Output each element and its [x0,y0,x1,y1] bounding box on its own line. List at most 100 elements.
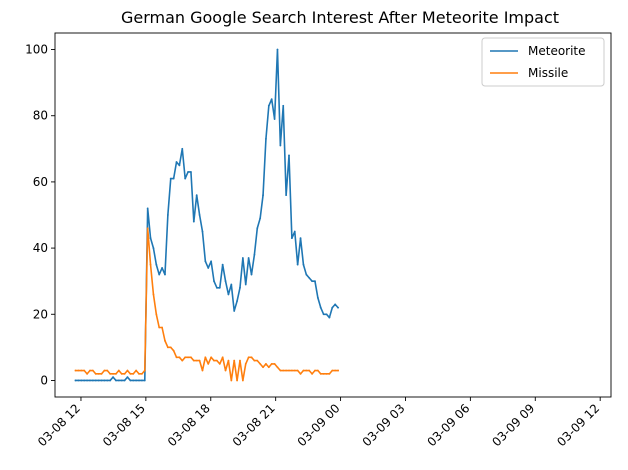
data-point-missile-17 [123,372,126,375]
data-point-missile-78 [299,372,302,375]
series-points-meteorite [74,48,339,382]
data-point-missile-68 [270,363,273,365]
data-point-meteorite-68 [270,98,273,101]
data-point-meteorite-69 [273,118,276,120]
data-point-meteorite-91 [337,306,339,309]
data-point-missile-13 [112,372,114,375]
data-point-meteorite-85 [319,306,322,309]
data-point-meteorite-45 [204,260,207,263]
data-point-meteorite-18 [126,376,129,379]
data-point-meteorite-13 [112,376,114,379]
data-point-meteorite-27 [152,247,155,249]
data-point-meteorite-36 [178,164,181,167]
data-point-missile-75 [290,369,293,372]
data-point-missile-45 [204,356,207,359]
data-point-missile-69 [273,363,276,365]
data-point-meteorite-48 [213,280,215,283]
data-point-missile-27 [152,293,155,296]
data-point-missile-22 [138,372,140,375]
data-point-meteorite-80 [305,273,308,276]
data-point-meteorite-15 [117,379,120,382]
legend-box [481,37,605,87]
data-point-missile-10 [103,369,106,372]
data-point-missile-56 [236,379,238,382]
data-point-meteorite-60 [247,257,250,259]
data-point-meteorite-75 [290,237,293,240]
data-point-missile-34 [172,349,175,352]
data-point-meteorite-83 [314,280,316,283]
data-point-meteorite-90 [334,303,337,306]
data-point-missile-57 [239,359,241,362]
data-point-meteorite-20 [132,379,135,382]
data-point-meteorite-10 [103,379,106,382]
data-point-meteorite-21 [135,379,138,382]
data-point-missile-87 [325,372,328,375]
data-point-meteorite-52 [224,280,227,283]
data-point-meteorite-37 [181,147,184,150]
data-point-missile-8 [97,372,100,375]
data-point-missile-24 [143,369,146,372]
data-point-meteorite-35 [175,161,178,163]
data-point-meteorite-41 [192,220,195,223]
data-point-missile-72 [282,369,285,372]
data-point-meteorite-24 [143,379,146,382]
data-point-missile-50 [218,363,221,365]
data-point-meteorite-44 [201,230,204,233]
data-point-missile-3 [83,369,86,372]
data-point-meteorite-72 [282,104,285,107]
data-point-meteorite-71 [279,144,282,147]
data-point-meteorite-40 [190,171,192,173]
data-point-meteorite-9 [100,379,103,382]
data-point-meteorite-79 [302,263,305,266]
data-point-missile-14 [115,372,117,375]
data-point-missile-28 [155,313,158,316]
data-point-missile-79 [302,369,305,372]
data-point-meteorite-55 [233,310,236,312]
data-point-meteorite-12 [109,379,112,382]
data-point-missile-52 [224,369,227,372]
data-point-missile-86 [322,372,325,375]
data-point-meteorite-47 [210,260,213,263]
data-point-meteorite-19 [129,379,132,382]
data-point-missile-21 [135,369,138,372]
data-point-meteorite-78 [299,237,302,240]
data-point-meteorite-11 [106,379,109,382]
data-point-missile-9 [100,372,103,375]
data-point-meteorite-2 [80,379,83,382]
chart-title: German Google Search Interest After Mete… [121,8,559,27]
data-point-missile-47 [210,356,213,359]
data-point-meteorite-28 [155,263,158,266]
data-point-missile-46 [207,363,210,365]
data-point-meteorite-64 [259,217,262,220]
data-point-missile-66 [265,363,267,365]
data-point-meteorite-3 [83,379,86,382]
data-point-meteorite-49 [216,286,218,289]
data-point-missile-44 [201,369,204,372]
data-point-meteorite-32 [166,214,169,216]
y-tick-label: 100 [25,43,48,57]
data-point-missile-29 [158,326,161,329]
data-point-missile-88 [328,372,331,375]
data-point-missile-19 [129,372,132,375]
data-point-missile-1 [77,369,80,372]
data-point-meteorite-34 [172,177,175,180]
data-point-meteorite-46 [207,267,210,269]
data-point-meteorite-73 [285,194,288,197]
data-point-meteorite-58 [241,257,244,259]
data-point-missile-85 [319,372,322,375]
data-point-meteorite-33 [169,177,172,180]
y-tick-label: 0 [40,373,48,387]
data-point-meteorite-82 [311,280,313,283]
data-point-meteorite-81 [308,276,311,279]
data-point-missile-53 [227,359,230,362]
data-point-meteorite-56 [236,300,238,302]
data-point-missile-90 [334,369,337,372]
data-point-missile-18 [126,369,129,372]
data-point-meteorite-54 [230,283,233,286]
data-point-missile-5 [89,369,91,372]
y-tick-label: 40 [33,241,48,255]
data-point-meteorite-23 [141,379,143,382]
data-point-missile-63 [256,359,259,362]
data-point-meteorite-43 [198,214,201,216]
